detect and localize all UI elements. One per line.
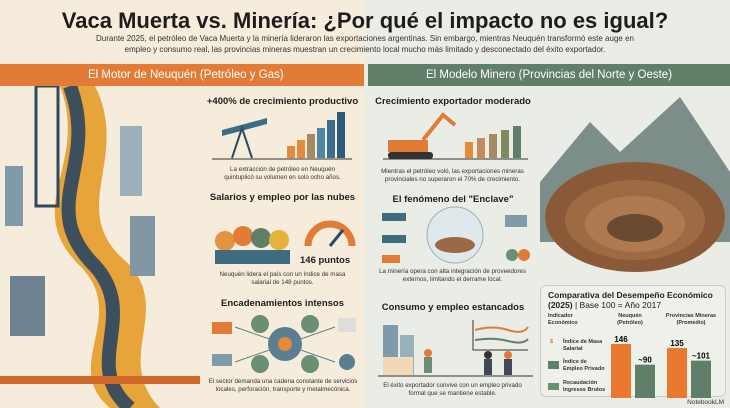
excavator-growth-icon [383, 112, 528, 160]
refinery-illustration [0, 86, 200, 408]
bar-1-0 [635, 364, 655, 398]
gears-network-icon [212, 315, 356, 373]
bar-label-0-0: 146 [614, 335, 628, 344]
salaries-caption: Neuquén lidera el país con un índice de … [219, 271, 346, 286]
growth-heading: +400% de crecimiento productivo [206, 96, 359, 107]
category-neuquen: Neuquén (Petróleo) [617, 313, 643, 326]
comparison-bar-chart: 146 135 ~90 ~101 [611, 335, 711, 398]
chains-caption: El sector demanda una cadena constante d… [208, 378, 358, 393]
briefcase-icon [548, 361, 559, 369]
chains-heading: Encadenamientos intensos [220, 298, 344, 309]
gauge-label: 146 puntos [300, 255, 351, 266]
export-heading: Crecimiento exportador moderado [375, 96, 531, 107]
growth-caption: La extracción de petróleo en Neuquén qui… [224, 166, 341, 181]
comparison-card: Comparativa del Desempeño Económico (202… [540, 285, 726, 398]
city-employment-icon [378, 320, 533, 377]
export-caption: Mientras el petróleo voló, las exportaci… [381, 168, 524, 183]
bar-0-1 [667, 348, 687, 398]
money-hand-icon: $ [550, 339, 554, 345]
cash-icon [548, 383, 559, 390]
bar-label-0-1: 135 [670, 339, 684, 348]
workers-gauge-icon [215, 220, 356, 264]
open-pit-mine-illustration [540, 97, 730, 272]
indicator-wage: Índice de Masa Salarial [563, 339, 603, 352]
enclave-globe-icon [382, 206, 530, 264]
subtitle: Durante 2025, el petróleo de Vaca Muerta… [96, 34, 634, 54]
bar-label-1-1: ~101 [692, 352, 711, 361]
right-banner: El Modelo Minero (Provincias del Norte y… [368, 64, 730, 86]
category-mineras: Provincias Mineras (Promedio) [665, 313, 717, 326]
bar-1-1 [691, 360, 711, 398]
stagnation-heading: Consumo y empleo estancados [381, 302, 525, 313]
notebooklm-brand: NotebookLM [687, 399, 724, 406]
chart-title: Comparativa del Desempeño Económico (202… [548, 290, 713, 310]
page-title: Vaca Muerta vs. Minería: ¿Por qué el imp… [61, 8, 669, 33]
salaries-heading: Salarios y empleo por las nubes [209, 192, 356, 203]
stagnation-caption: El éxito exportador convive con un emple… [383, 382, 522, 397]
enclave-heading: El fenómeno del "Enclave" [392, 194, 514, 205]
row-header: Indicador Económico [548, 313, 578, 326]
indicator-revenue: Recaudación Ingresos Brutos [563, 380, 606, 393]
enclave-caption: La minería opera con alta integración de… [379, 268, 526, 283]
pumpjack-growth-icon [212, 112, 352, 160]
bar-label-1-0: ~90 [638, 356, 652, 365]
left-banner: El Motor de Neuquén (Petróleo y Gas) [0, 64, 364, 86]
bar-0-0 [611, 343, 631, 398]
indicator-employment: Índice de Empleo Privado [563, 359, 605, 372]
